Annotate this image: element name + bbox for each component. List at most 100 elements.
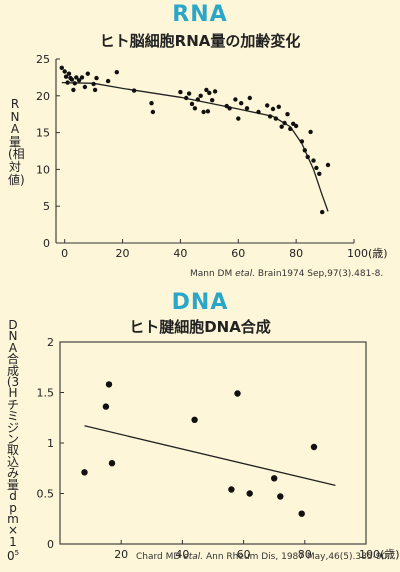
rna-data-point xyxy=(71,87,76,93)
rna-x-tick-label: 20 xyxy=(116,247,130,260)
dna-x-tick-label: 80 xyxy=(298,548,312,561)
rna-data-point xyxy=(247,95,252,101)
rna-data-point xyxy=(189,101,195,107)
rna-data-point xyxy=(279,124,284,129)
rna-chart-panel: RNA ヒト脳細胞RNA量の加齢変化 RNA量(相対値) 0 5 10 15 20 25 0… xyxy=(8,2,388,279)
rna-data-point xyxy=(201,109,206,115)
rna-data-point xyxy=(94,75,99,81)
rna-y-tick-label: 5 xyxy=(43,200,50,213)
dna-y-tick-label: 0.5 xyxy=(37,488,55,501)
rna-data-point xyxy=(305,154,310,160)
dna-data-point xyxy=(246,490,253,497)
dna-data-point xyxy=(310,443,318,451)
rna-data-point xyxy=(178,89,183,95)
rna-data-point xyxy=(205,109,211,114)
rna-data-point xyxy=(186,91,192,96)
rna-data-point xyxy=(308,129,313,135)
rna-data-point xyxy=(239,101,244,106)
rna-data-point xyxy=(236,116,241,121)
rna-data-point xyxy=(62,69,67,74)
rna-data-point xyxy=(267,114,273,119)
rna-data-point xyxy=(85,71,91,76)
dna-x-tick-label: 40 xyxy=(175,548,189,561)
rna-data-point xyxy=(76,78,82,83)
rna-data-point xyxy=(233,97,238,102)
dna-data-point xyxy=(234,390,241,397)
dna-data-point xyxy=(105,381,113,388)
dna-y-tick-label: 1 xyxy=(47,437,54,450)
rna-data-point xyxy=(114,70,120,75)
rna-data-point xyxy=(244,106,250,111)
rna-data-point xyxy=(273,116,279,121)
rna-data-point xyxy=(320,209,325,215)
rna-source-citation: Mann DM etal. Brain1974 Sep,97(3).481-8. xyxy=(190,269,384,279)
dna-data-point xyxy=(277,493,284,500)
rna-data-point xyxy=(195,97,200,102)
dna-trend-line xyxy=(84,425,336,487)
rna-data-point xyxy=(204,87,209,93)
rna-data-point xyxy=(276,104,281,110)
rna-data-point xyxy=(131,88,137,93)
rna-data-point xyxy=(265,103,270,108)
dna-y-axis-label-exponent: 5 xyxy=(14,549,20,558)
rna-data-point xyxy=(66,71,72,76)
dna-data-point xyxy=(298,510,305,517)
rna-data-point xyxy=(311,158,316,163)
dna-data-point xyxy=(191,416,198,423)
rna-data-point xyxy=(317,171,322,176)
rna-y-tick-label: 0 xyxy=(43,237,50,250)
dna-data-point xyxy=(271,475,278,482)
dna-source-citation: Chard MD etal. Ann Rheum Dis, 1987 May,4… xyxy=(136,552,391,562)
dna-y-tick-label: 1.5 xyxy=(37,387,55,400)
dna-data-point xyxy=(108,460,116,467)
dna-x-tick-label: 100(歳) xyxy=(359,548,400,561)
dna-data-point xyxy=(81,469,88,476)
rna-y-tick-label: 20 xyxy=(36,90,50,103)
rna-big-title: RNA xyxy=(172,2,228,27)
rna-chart-title: ヒト脳細胞RNA量の加齢変化 xyxy=(99,32,301,50)
rna-data-point xyxy=(227,106,232,111)
rna-trend-line xyxy=(61,81,329,212)
dna-chart-panel: DNA ヒト腱細胞DNA合成 DNA合成(3Hチミジン取込み量dpm×105 0… xyxy=(0,290,400,572)
rna-data-point xyxy=(314,165,319,171)
dna-data-point xyxy=(228,486,235,493)
rna-data-point xyxy=(79,75,85,80)
rna-data-point xyxy=(184,95,189,101)
rna-data-point xyxy=(207,90,212,96)
rna-data-point xyxy=(282,120,287,126)
dna-scatter-plot: 0 0.5 1 1.5 2 20 40 60 80 100(歳) xyxy=(37,336,400,561)
rna-data-point xyxy=(72,81,78,86)
rna-y-tick-label: 10 xyxy=(36,163,50,176)
rna-x-tick-label: 40 xyxy=(173,247,187,260)
dna-data-point xyxy=(102,403,110,410)
rna-data-point xyxy=(302,148,307,153)
rna-x-tick-label: 80 xyxy=(289,247,303,260)
rna-data-point xyxy=(285,112,290,117)
rna-data-point xyxy=(82,84,88,90)
rna-data-point xyxy=(149,101,154,106)
rna-data-point xyxy=(293,123,299,129)
rna-data-point xyxy=(91,81,96,87)
rna-data-point xyxy=(325,162,331,168)
dna-y-tick-label: 2 xyxy=(47,336,54,349)
rna-x-tick-label: 60 xyxy=(231,247,245,260)
rna-x-tick-label: 0 xyxy=(61,247,68,260)
dna-x-tick-label: 60 xyxy=(237,548,251,561)
rna-y-tick-label: 25 xyxy=(36,53,50,66)
dna-y-tick-label: 0 xyxy=(47,538,54,551)
rna-data-point xyxy=(150,109,156,115)
rna-data-point xyxy=(59,65,64,71)
dna-plot-frame xyxy=(59,341,367,545)
rna-data-point xyxy=(299,139,305,144)
rna-data-point xyxy=(92,87,98,93)
rna-data-point xyxy=(105,78,111,84)
rna-data-point xyxy=(192,106,198,111)
dna-chart-title: ヒト腱細胞DNA合成 xyxy=(129,318,271,336)
rna-scatter-plot: 0 5 10 15 20 25 0 20 40 60 80 100(歳) xyxy=(36,53,388,260)
rna-y-tick-label: 15 xyxy=(36,127,50,140)
rna-data-point xyxy=(69,77,75,82)
rna-data-point xyxy=(65,80,70,85)
rna-data-point xyxy=(288,126,293,132)
rna-data-point xyxy=(270,106,276,112)
rna-data-point xyxy=(210,98,215,103)
